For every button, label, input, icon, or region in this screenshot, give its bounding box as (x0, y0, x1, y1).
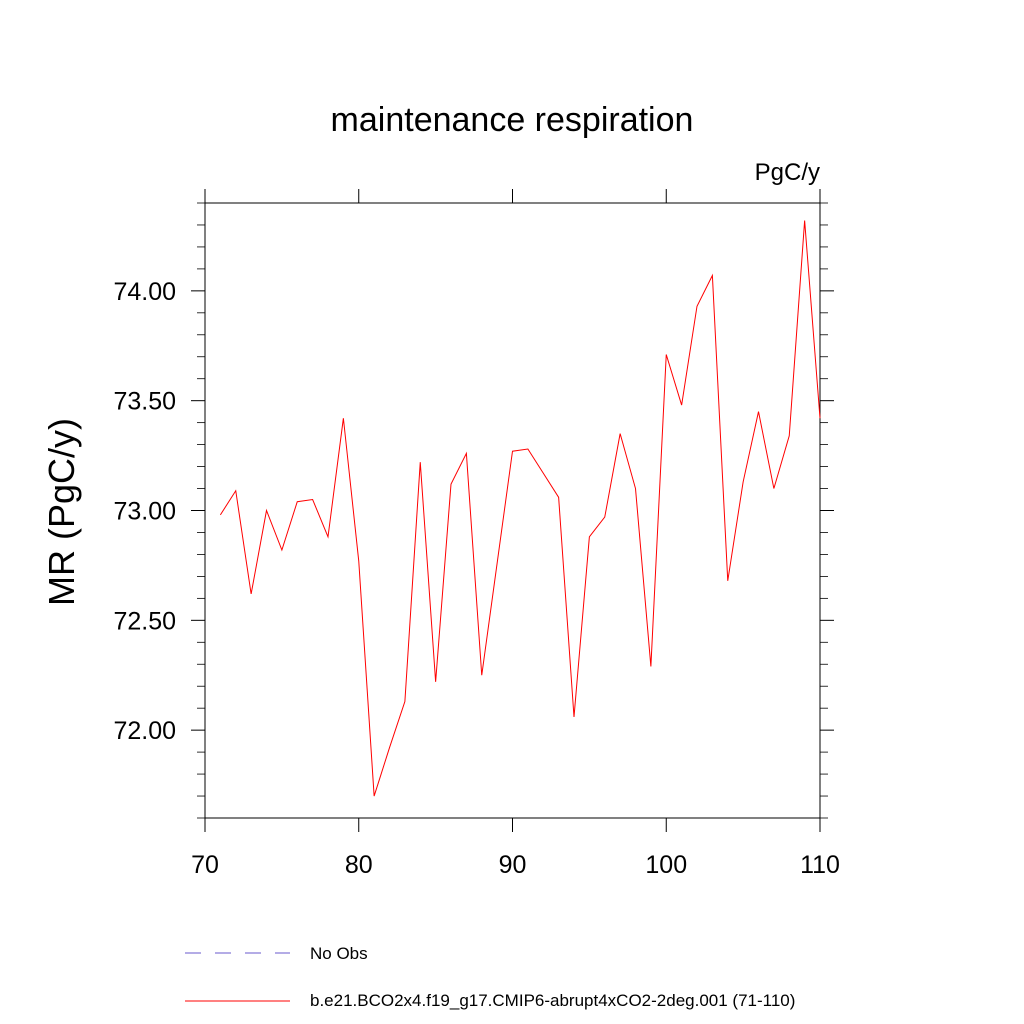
units-label: PgC/y (755, 159, 820, 186)
series-layer (219, 220, 821, 797)
x-tick-label: 70 (191, 851, 219, 879)
y-tick-label: 73.50 (113, 388, 176, 416)
x-tick-label: 100 (645, 851, 687, 879)
legend-label-no-obs: No Obs (310, 944, 368, 963)
y-tick-label: 72.50 (113, 607, 176, 635)
plot-frame (204, 202, 821, 819)
y-tick-label: 74.00 (113, 278, 176, 306)
y-tick-label: 72.00 (113, 717, 176, 745)
legend: No Obs b.e21.BCO2x4.f19_g17.CMIP6-abrupt… (185, 944, 795, 1010)
series-line-model-run (219, 220, 821, 797)
legend-label-model-run: b.e21.BCO2x4.f19_g17.CMIP6-abrupt4xCO2-2… (310, 991, 795, 1010)
x-tick-label: 80 (345, 851, 373, 879)
y-axis-label: MR (PgC/y) (41, 418, 82, 606)
plot-axes: 70 80 90 100 110 72.00 72.50 73.00 73.50 74.00 (113, 189, 840, 879)
x-tick-label: 90 (499, 851, 527, 879)
y-tick-label: 73.00 (113, 498, 176, 526)
x-tick-label: 110 (800, 851, 840, 879)
chart-title: maintenance respiration (331, 101, 694, 139)
